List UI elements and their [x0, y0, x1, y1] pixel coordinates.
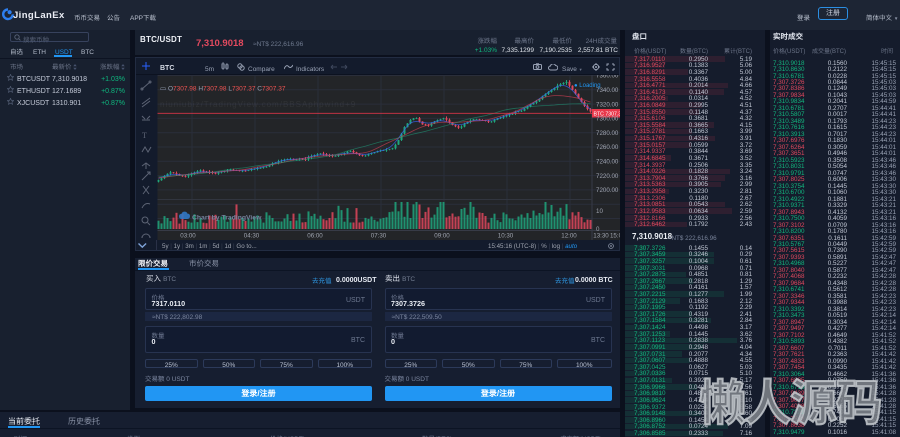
svg-text:● Loading: ● Loading: [574, 83, 601, 89]
svg-text:10: 10: [596, 208, 603, 215]
svg-text:12:00: 12:00: [561, 233, 577, 240]
svg-text:7220.00: 7220.00: [596, 173, 619, 180]
svg-text:03:00: 03:00: [180, 233, 196, 240]
svg-text:7240.00: 7240.00: [596, 159, 619, 166]
svg-text:0: 0: [596, 226, 600, 233]
svg-text:10:30: 10:30: [498, 233, 514, 240]
svg-text:Chart by TradingView: Chart by TradingView: [192, 215, 262, 222]
svg-text:7360.00: 7360.00: [596, 73, 619, 80]
svg-text:▭ O7307.98 H7307.98 L7307.37 C: ▭ O7307.98 H7307.98 L7307.37 C7307.37: [160, 86, 286, 93]
svg-text:T: T: [142, 131, 147, 140]
svg-text:7260.00: 7260.00: [596, 144, 619, 151]
svg-text:7340.00: 7340.00: [596, 87, 619, 94]
svg-text:13:30: 13:30: [593, 233, 609, 240]
svg-text:7300.00: 7300.00: [596, 116, 619, 123]
svg-text:niuniubiz/TradingView.com/BBSA: niuniubiz/TradingView.com/BBSAphpwind+9: [160, 100, 356, 109]
svg-text:5y | 1y | 3m | 1m | 5d | 1d |: 5y | 1y | 3m | 1m | 5d | 1d | Go to...: [162, 243, 257, 250]
svg-text:15:45:16 (UTC-8) | % | log | a: 15:45:16 (UTC-8) | % | log | auto: [488, 243, 578, 250]
svg-text:06:00: 06:00: [307, 233, 323, 240]
svg-text:7320.00: 7320.00: [596, 101, 619, 108]
svg-text:15:0: 15:0: [610, 233, 620, 240]
svg-text:04:30: 04:30: [244, 233, 260, 240]
svg-text:09:00: 09:00: [434, 233, 450, 240]
svg-text:7280.00: 7280.00: [596, 130, 619, 137]
svg-text:BTC 7307.37: BTC 7307.37: [594, 111, 621, 117]
svg-text:07:30: 07:30: [371, 233, 387, 240]
svg-text:7200.00: 7200.00: [596, 187, 619, 194]
